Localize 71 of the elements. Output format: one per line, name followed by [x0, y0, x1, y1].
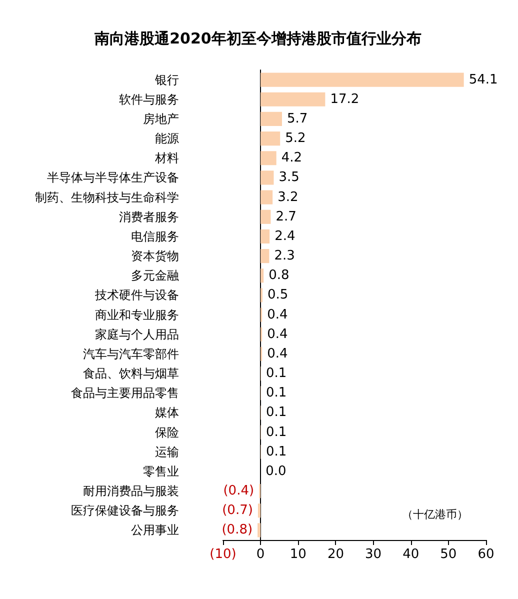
bar — [260, 131, 280, 146]
data-label: 0.0 — [266, 464, 286, 479]
data-label: 54.1 — [468, 72, 498, 88]
data-label: 0.4 — [267, 307, 288, 322]
data-label: 0.4 — [267, 346, 288, 362]
data-label: 0.1 — [266, 424, 287, 440]
data-label: (0.8) — [222, 522, 253, 538]
data-label: 5.2 — [285, 131, 306, 146]
bar — [260, 210, 271, 224]
x-tick-label: 50 — [440, 547, 457, 562]
y-tick-label: 医疗保健设备与服务 — [71, 504, 179, 518]
data-label: (0.4) — [223, 484, 254, 499]
data-label: 0.1 — [266, 444, 287, 460]
data-label: 0.4 — [267, 326, 288, 342]
data-label: 3.5 — [278, 170, 300, 186]
y-tick-label: 银行 — [154, 72, 179, 87]
data-label: 17.2 — [330, 92, 360, 107]
y-tick-label: 食品与主要用品零售 — [71, 386, 179, 400]
y-tick-label: 零售业 — [143, 464, 179, 478]
data-label: 4.2 — [281, 150, 302, 166]
bar — [260, 268, 264, 283]
y-tick-label: 半导体与半导体生产设备 — [47, 170, 179, 185]
y-tick-label: 能源 — [155, 132, 179, 146]
x-tick-label: 10 — [290, 547, 306, 562]
x-tick-label: 20 — [327, 547, 344, 562]
y-tick-label: 制药、生物科技与生命科学 — [35, 190, 179, 204]
data-label: 5.7 — [286, 111, 308, 126]
bar — [260, 170, 274, 185]
x-tick-label: 0 — [256, 547, 265, 562]
data-label: 0.8 — [268, 268, 290, 284]
bar — [260, 112, 282, 126]
data-label: 0.1 — [266, 405, 287, 420]
data-label: 2.4 — [274, 228, 296, 244]
y-tick-label: 消费者服务 — [119, 210, 179, 224]
bar — [260, 248, 270, 264]
y-tick-label: 电信服务 — [131, 229, 179, 244]
y-tick-label: 运输 — [155, 444, 179, 459]
x-tick-label: 30 — [365, 547, 382, 562]
bar — [258, 523, 261, 538]
data-label: 2.3 — [274, 248, 295, 264]
y-tick-label: 多元金融 — [131, 268, 179, 283]
x-tick-label: 40 — [402, 547, 420, 562]
annotation: （十亿港币） — [402, 508, 468, 521]
data-label: 0.1 — [266, 386, 287, 401]
y-tick-label: 商业和专业服务 — [95, 308, 179, 322]
bar — [258, 504, 261, 518]
y-tick-label: 房地产 — [143, 112, 179, 126]
bar — [260, 92, 326, 106]
data-label: 0.5 — [267, 288, 288, 303]
y-tick-label: 保险 — [155, 425, 179, 440]
data-label: 2.7 — [276, 209, 296, 224]
y-tick-label: 食品、饮料与烟草 — [83, 366, 179, 381]
chart-title: 南向港股通2020年初至今增持港股市值行业分布 — [94, 30, 422, 48]
bar — [260, 72, 464, 87]
y-tick-label: 媒体 — [155, 406, 179, 420]
x-tick-label: (10) — [210, 547, 236, 562]
y-tick-label: 汽车与汽车零部件 — [83, 346, 179, 361]
data-label: (0.7) — [222, 503, 253, 518]
y-tick-label: 家庭与个人用品 — [95, 327, 179, 342]
bar — [260, 229, 270, 244]
y-tick-label: 公用事业 — [131, 523, 179, 538]
x-tick-label: 60 — [478, 547, 494, 562]
y-tick-label: 耐用消费品与服装 — [83, 484, 179, 498]
y-tick-label: 材料 — [154, 151, 179, 166]
data-label: 3.2 — [278, 190, 298, 205]
bar — [260, 190, 273, 204]
data-label: 0.1 — [266, 366, 287, 382]
bar — [260, 151, 276, 166]
y-tick-label: 资本货物 — [131, 249, 179, 264]
y-tick-label: 软件与服务 — [119, 92, 179, 106]
y-tick-label: 技术硬件与设备 — [94, 288, 179, 302]
